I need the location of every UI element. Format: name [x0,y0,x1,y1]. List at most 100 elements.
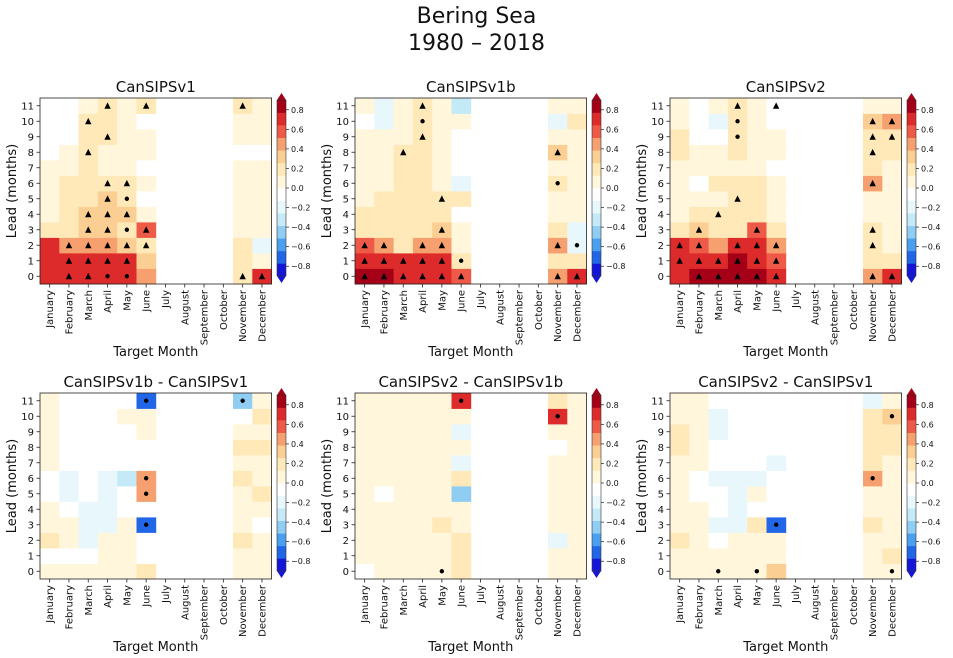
y-tick-label: 5 [28,194,34,205]
x-axis-label: Target Month [427,640,513,655]
triangle-marker [85,117,92,125]
y-axis-label: Lead (months) [635,439,650,533]
panel-title: CanSIPSv2 - CanSIPSv1b [378,373,563,391]
colorbar-tick-label: 0.4 [921,145,934,154]
heatmap-cell [374,532,394,549]
heatmap-cell [863,563,883,580]
heatmap-cell [40,98,60,114]
heatmap-cell [567,517,587,533]
colorbar-tick-label: 0.2 [921,164,934,173]
triangle-marker [142,102,150,109]
colorbar-segment [907,213,916,227]
colorbar-tick-label: 0.0 [606,184,619,193]
heatmap-cell [412,563,433,580]
colorbar-tick-label: 0.0 [291,184,304,193]
colorbar-tick-label: −0.6 [291,538,310,547]
heatmap-cell [747,517,767,533]
heatmap-cell [548,486,568,502]
heatmap-cell [97,393,118,409]
heatmap-cell [233,548,253,564]
heatmap-cell [548,160,568,176]
heatmap-cell [747,393,767,409]
heatmap-cell [882,237,902,254]
heatmap-cell [567,206,587,223]
x-tick-label: October [849,289,860,330]
heatmap-cell [233,222,253,238]
triangle-marker [104,102,111,109]
colorbar-tick-label: −0.8 [606,262,625,271]
y-tick-label: 2 [28,241,34,252]
heatmap-cell [863,253,883,269]
colorbar-segment [277,432,286,446]
y-tick-label: 0 [658,567,664,578]
heatmap-cell [59,98,79,114]
dot-marker [735,134,740,139]
heatmap-cell [355,517,375,533]
heatmap-cell [374,517,394,533]
heatmap-cell [689,393,709,409]
heatmap-cell [136,268,157,285]
heatmap-cell [412,439,433,456]
heatmap-cell [689,563,709,580]
x-tick-label: March [399,290,410,320]
heatmap-cell [567,144,587,161]
dot-marker [773,522,779,527]
heatmap-cell [233,501,253,518]
heatmap-cell [548,222,568,238]
colorbar-tick-label: 0.6 [606,420,619,429]
colorbar-segment [907,188,916,201]
heatmap-cell [59,424,79,440]
heatmap-cell [689,424,709,440]
heatmap-cell [78,439,99,456]
heatmap-cell [40,548,60,564]
heatmap-cell [689,98,709,114]
heatmap-cell [40,175,60,192]
heatmap-cell [78,160,99,176]
colorbar-segment [907,238,916,252]
x-tick-label: September [515,289,526,345]
y-tick-label: 4 [658,210,664,221]
heatmap-cell [863,206,883,223]
x-tick-label: October [219,584,230,625]
heatmap-cell [548,517,568,533]
heatmap-cell [708,517,729,533]
colorbar-tick-label: 0.0 [606,479,619,488]
heatmap-cell [78,175,99,192]
x-tick-label: May [437,585,448,606]
heatmap-cell [766,160,787,176]
colorbar-segment [592,420,601,434]
heatmap-cell [432,532,452,549]
colorbar-segment [592,432,601,446]
heatmap-cell [451,424,472,440]
heatmap-cell [747,98,767,114]
triangle-marker [869,148,876,156]
triangle-marker [888,133,896,140]
heatmap-cell [548,113,568,130]
triangle-marker [695,257,703,264]
heatmap-cell [355,191,375,207]
heatmap-cell [708,501,729,518]
heatmap-cell [567,470,587,487]
heatmap-cell [451,237,472,254]
heatmap-cell [747,439,767,456]
panel-title: CanSIPSv2 [746,78,826,96]
heatmap-cell [78,455,99,471]
heatmap-cell [136,144,157,161]
colorbar-extend-max [277,93,286,100]
y-tick-label: 1 [658,256,664,267]
heatmap-cell [567,455,587,471]
colorbar-tick-label: −0.4 [291,223,310,232]
heatmap-cell [451,548,472,564]
colorbar-segment [277,558,286,572]
heatmap-cell [412,548,433,564]
heatmap-cell [863,532,883,549]
triangle-marker [85,148,92,156]
colorbar-segment [277,545,286,559]
dot-marker [439,569,445,574]
heatmap-cell [117,532,137,549]
x-tick-label: September [515,584,526,640]
x-tick-label: November [553,289,564,342]
triangle-marker [400,272,407,280]
heatmap-cell [355,175,375,192]
x-tick-label: January [675,290,686,329]
